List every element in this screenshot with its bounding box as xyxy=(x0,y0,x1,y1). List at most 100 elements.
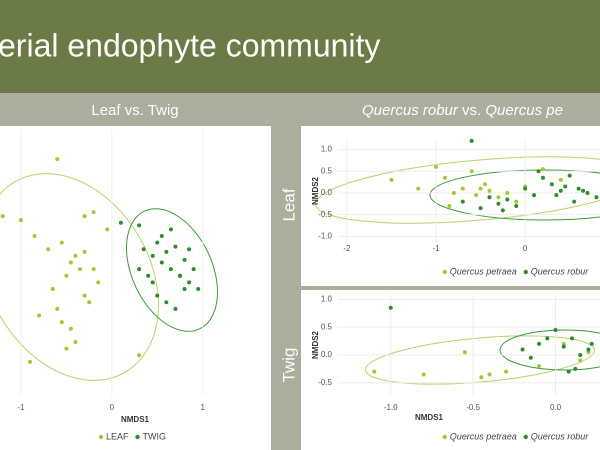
x-tick-label: 0.0 xyxy=(550,403,562,412)
point xyxy=(505,190,510,195)
ellipse xyxy=(0,173,159,381)
point xyxy=(173,244,178,249)
point xyxy=(549,182,554,187)
y-axis-label: NMDS2 xyxy=(311,330,320,359)
point xyxy=(469,169,474,174)
point xyxy=(173,306,178,311)
point xyxy=(487,372,492,377)
point xyxy=(572,199,577,204)
row-label: Leaf xyxy=(279,188,298,221)
point xyxy=(168,267,173,272)
legend-label: Quercus robur xyxy=(531,431,590,441)
point xyxy=(59,320,64,325)
point xyxy=(578,358,583,363)
point xyxy=(558,188,563,193)
legend: Quercus petraea Quercus robur xyxy=(442,266,589,276)
point xyxy=(478,186,483,191)
y-tick-label: 0.0 xyxy=(321,188,333,197)
point xyxy=(500,208,505,213)
point xyxy=(68,326,73,331)
point xyxy=(520,347,525,352)
point xyxy=(558,177,563,182)
x-tick-label: -0.5 xyxy=(466,403,480,412)
point xyxy=(159,260,164,265)
legend-marker xyxy=(135,434,140,440)
legend: LEAF TWIG xyxy=(98,431,166,441)
point xyxy=(82,249,87,254)
y-tick-label: -0.5 xyxy=(318,210,332,219)
point xyxy=(561,344,566,349)
legend: Quercus petraea Quercus robur xyxy=(442,431,590,441)
x-tick-label: 0 xyxy=(110,403,115,412)
x-tick-label: -2 xyxy=(343,244,351,253)
point xyxy=(50,287,55,291)
y-axis-label: NMDS2 xyxy=(311,176,320,205)
point xyxy=(540,175,545,180)
y-tick-label: -1.0 xyxy=(318,231,332,240)
point xyxy=(178,273,182,278)
point xyxy=(487,188,492,193)
legend-marker xyxy=(523,434,528,440)
ellipse xyxy=(126,208,218,332)
point xyxy=(159,234,164,238)
x-axis-label: NMDS1 xyxy=(415,413,444,422)
header-part: Quercus robur xyxy=(362,102,459,119)
point xyxy=(164,300,169,305)
point xyxy=(150,280,155,285)
y-tick-label: 0.0 xyxy=(321,350,333,359)
point xyxy=(64,346,69,351)
point xyxy=(388,305,393,310)
point xyxy=(28,359,32,364)
point xyxy=(537,341,542,346)
ellipse xyxy=(429,169,600,221)
point xyxy=(137,267,142,272)
point xyxy=(82,293,87,298)
point xyxy=(460,186,465,191)
point xyxy=(0,214,5,219)
point xyxy=(566,369,571,374)
point xyxy=(474,193,479,198)
point xyxy=(64,273,69,278)
point xyxy=(118,220,123,225)
legend-label: Quercus petraea xyxy=(450,266,517,276)
point xyxy=(87,300,92,305)
legend-marker xyxy=(98,434,104,440)
point xyxy=(434,164,439,169)
point xyxy=(554,193,559,198)
point xyxy=(479,375,484,380)
x-tick-label: 1 xyxy=(201,403,206,412)
point xyxy=(137,353,142,358)
point xyxy=(182,257,187,262)
point xyxy=(483,182,488,187)
point xyxy=(536,169,541,174)
point xyxy=(18,218,23,223)
point xyxy=(187,280,192,285)
point xyxy=(523,186,528,191)
header-part: Quercus pe xyxy=(485,102,563,119)
point xyxy=(514,203,519,208)
point xyxy=(191,267,196,272)
point xyxy=(182,287,187,291)
point xyxy=(569,336,574,341)
point xyxy=(37,313,42,318)
point xyxy=(416,186,421,191)
point xyxy=(460,199,465,204)
header-part: vs. xyxy=(458,102,486,119)
point xyxy=(155,293,160,298)
ellipses xyxy=(0,156,600,385)
point xyxy=(545,336,550,341)
point xyxy=(141,247,146,252)
slide-title: erial endophyte community xyxy=(0,27,380,63)
point xyxy=(55,306,60,311)
point xyxy=(68,260,73,265)
point xyxy=(585,190,590,195)
x-tick-label: -1 xyxy=(17,403,25,412)
x-axis-label: NMDS1 xyxy=(121,415,150,424)
point xyxy=(578,353,583,357)
point xyxy=(187,247,192,252)
row-label: Twig xyxy=(279,348,298,383)
point xyxy=(421,372,426,377)
point xyxy=(567,173,572,178)
point xyxy=(146,273,151,278)
